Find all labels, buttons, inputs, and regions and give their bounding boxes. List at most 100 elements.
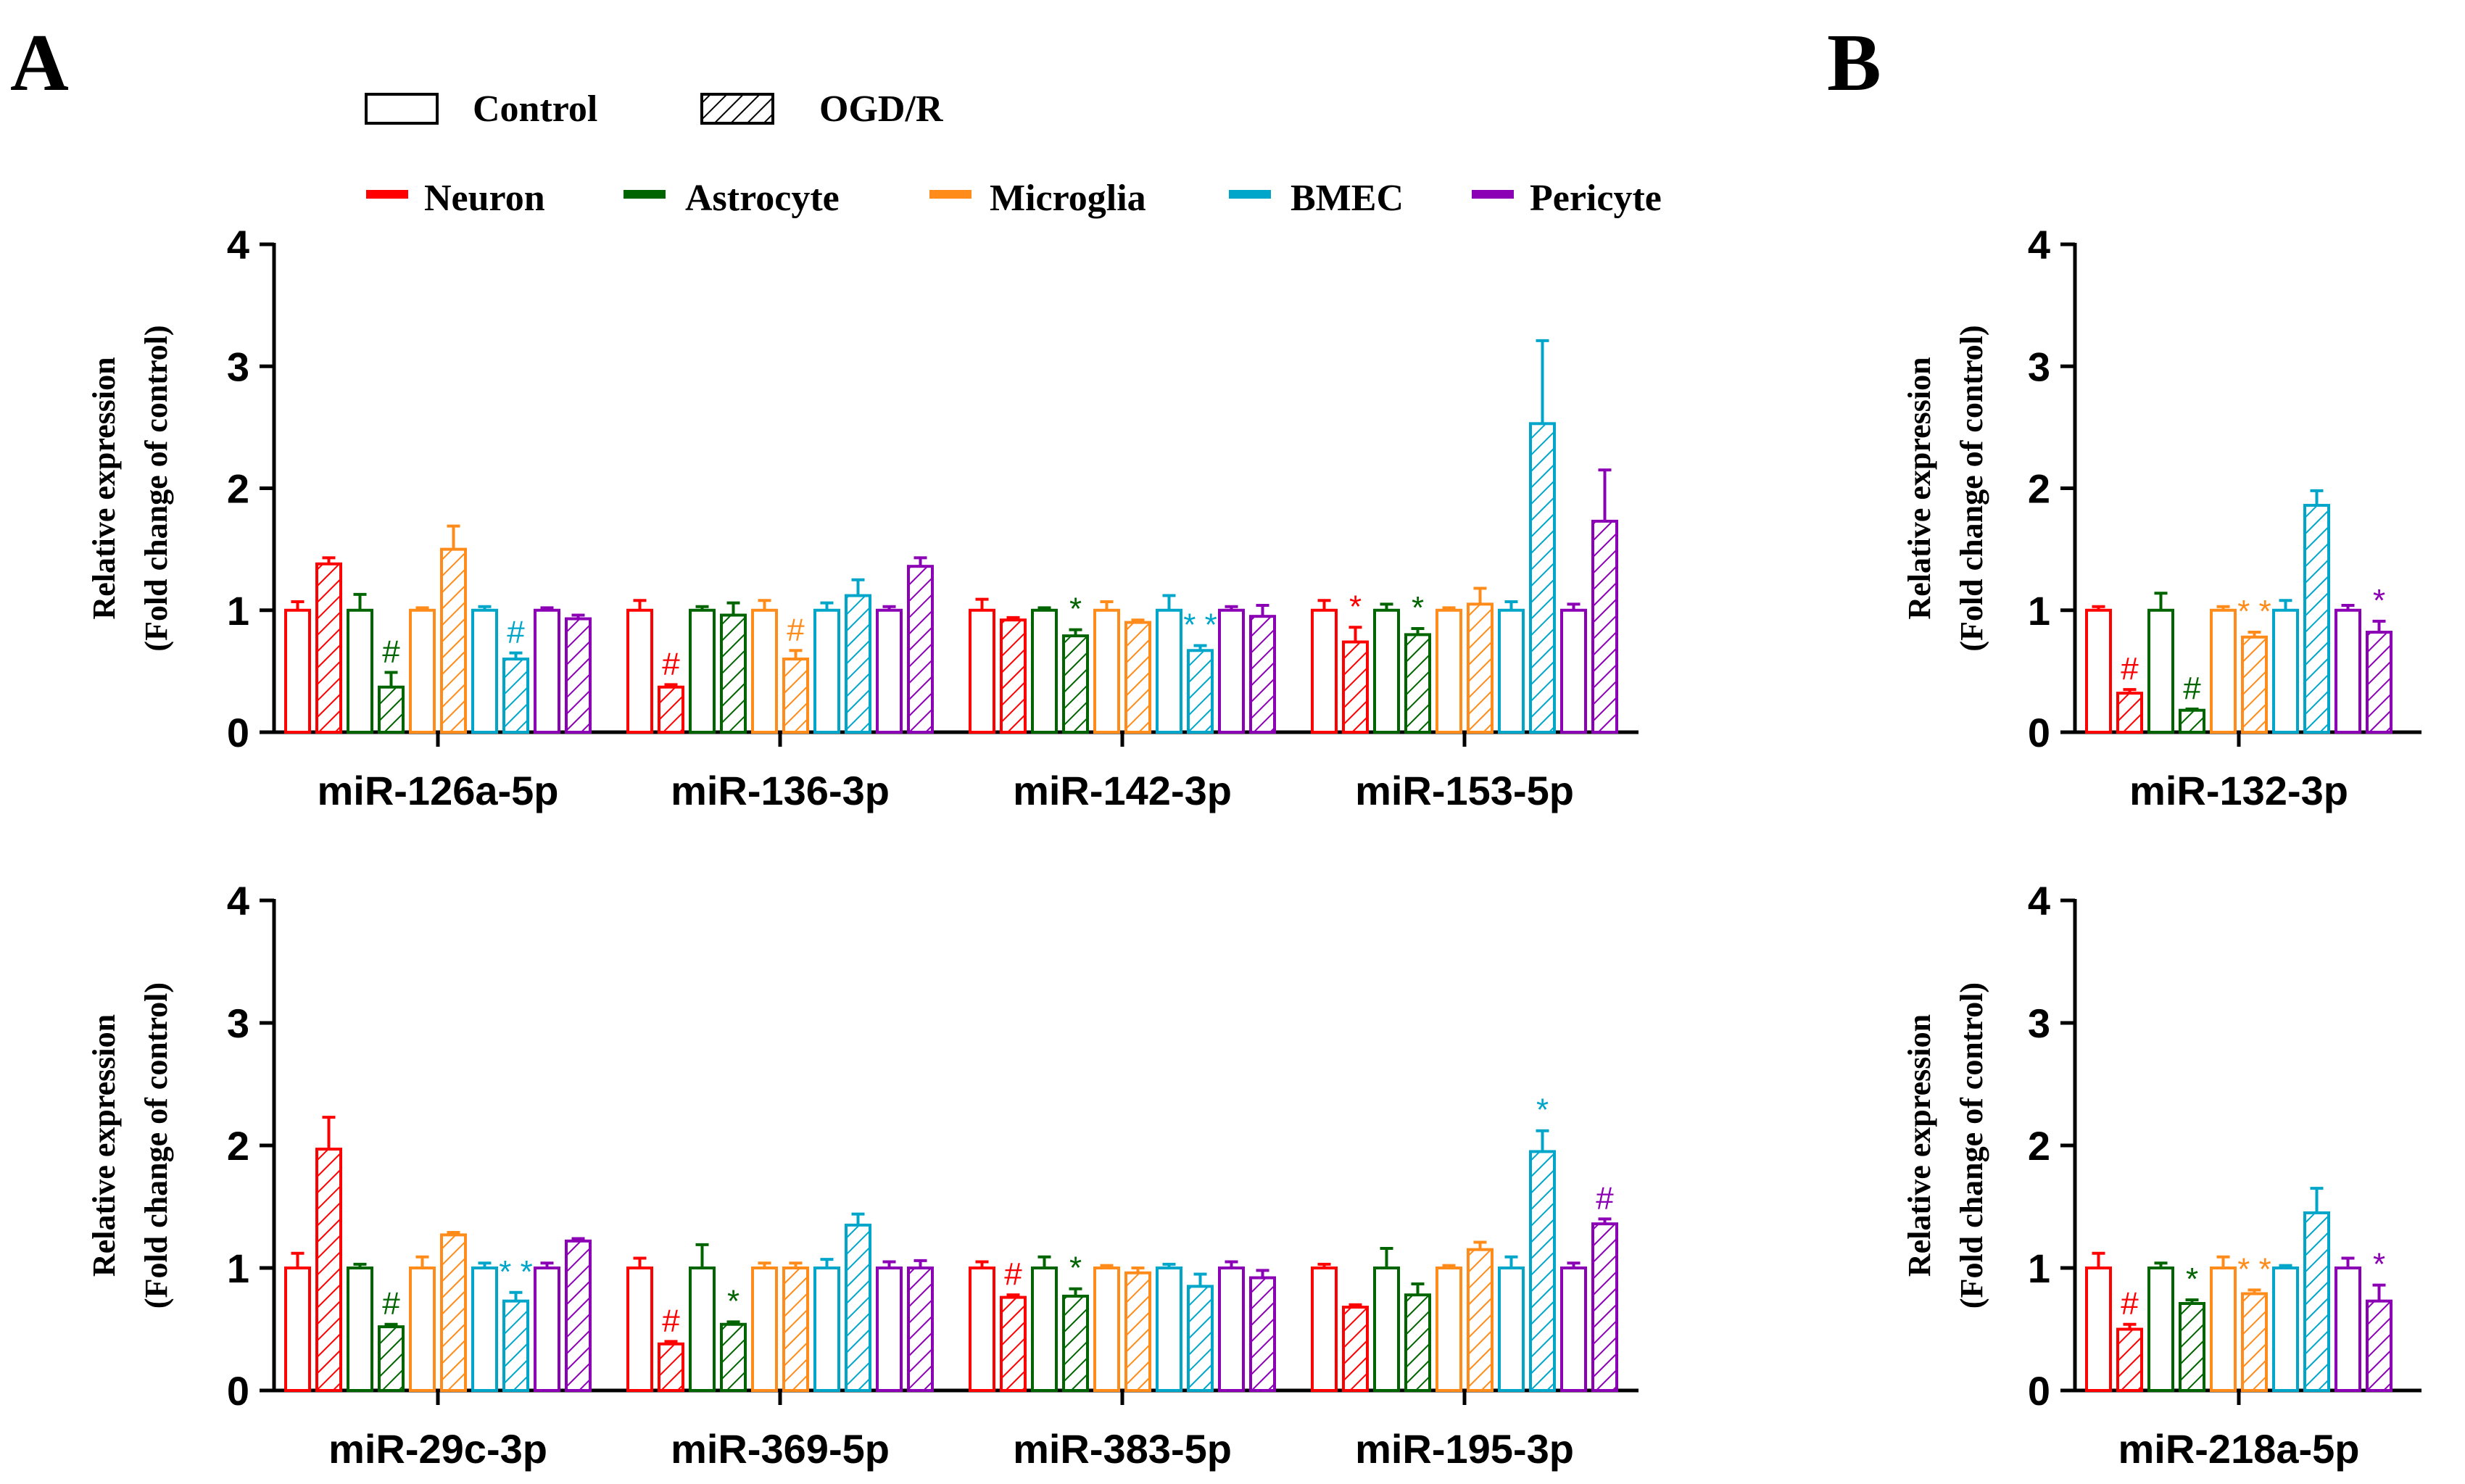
bar-pericyte-ogd-r	[1249, 1276, 1276, 1393]
bar-astrocyte-control	[1031, 1267, 1058, 1392]
bar-neuron-control	[284, 608, 311, 734]
legend-microglia-label: Microglia	[990, 178, 1146, 219]
bar-neuron-ogd-r	[2116, 1327, 2143, 1392]
y-axis-label-line-1: Relative expression	[86, 1014, 122, 1277]
significance-mark-pericyte: *	[2373, 583, 2385, 618]
bar-astrocyte-control	[2147, 608, 2174, 734]
legend-control-swatch	[365, 93, 439, 125]
significance-mark-bmec: * *	[499, 1254, 532, 1290]
bar-bmec-ogd-r	[1529, 1150, 1556, 1392]
category-label: miR-195-3p	[1355, 1426, 1574, 1472]
bar-pericyte-control	[1560, 1267, 1587, 1392]
bar-microglia-ogd-r	[1124, 621, 1151, 734]
bar-astrocyte-control	[347, 608, 373, 734]
legend-neuron-swatch	[366, 190, 408, 199]
bar-microglia-control	[751, 608, 778, 734]
bar-pericyte-control	[1218, 608, 1245, 734]
significance-mark-pericyte: *	[2373, 1247, 2385, 1282]
significance-mark-astrocyte: *	[2186, 1261, 2198, 1297]
significance-mark-bmec: *	[1536, 1093, 1549, 1128]
significance-mark-neuron: #	[662, 646, 680, 681]
significance-mark-astrocyte: #	[382, 634, 400, 670]
category-label: miR-153-5p	[1355, 768, 1574, 813]
bar-bmec-control	[1498, 608, 1525, 734]
group-mir-142-3p: * * * miR-142-3p	[969, 592, 1276, 813]
bar-bmec-ogd-r	[1529, 422, 1556, 734]
bar-bmec-control	[813, 608, 840, 734]
group-mir-126a-5p: # # miR-126a-5p	[284, 524, 592, 813]
chart-b-top: 0 1 2 3 4 Relative expression (Fold change of …	[1902, 222, 2422, 813]
significance-mark-pericyte: #	[1596, 1180, 1614, 1216]
bar-microglia-control	[409, 1267, 436, 1392]
significance-mark-microglia: #	[787, 612, 805, 647]
group-mir-136-3p: # # miR-136-3p	[626, 556, 934, 813]
bar-pericyte-ogd-r	[565, 617, 592, 734]
bar-neuron-control	[284, 1267, 311, 1392]
y-axis-label-line-2: (Fold change of control)	[138, 325, 174, 651]
group-mir-218a-5p: # * * * * miR-218a-5p	[2085, 1187, 2392, 1472]
y-axis-label-line-1: Relative expression	[86, 357, 122, 619]
category-label: miR-383-5p	[1013, 1426, 1232, 1472]
y-tick-label: 3	[227, 1000, 249, 1046]
y-tick-label: 2	[2028, 466, 2050, 512]
legend-ogdr-swatch	[700, 93, 774, 125]
y-tick-label: 0	[227, 710, 249, 755]
bar-pericyte-ogd-r	[1591, 1222, 1618, 1393]
group-mir-29c-3p: # * * miR-29c-3p	[284, 1116, 592, 1472]
bar-astrocyte-ogd-r	[2179, 708, 2205, 734]
bar-pericyte-ogd-r	[1249, 615, 1276, 734]
category-label: miR-142-3p	[1013, 768, 1232, 813]
bar-pericyte-ogd-r	[565, 1239, 592, 1392]
bar-bmec-ogd-r	[845, 594, 871, 734]
category-label: miR-29c-3p	[328, 1426, 547, 1472]
group-mir-369-5p: # * miR-369-5p	[626, 1212, 934, 1472]
bar-microglia-ogd-r	[440, 547, 467, 734]
panel-label-b: B	[1827, 18, 1881, 108]
bar-bmec-control	[1156, 608, 1182, 734]
bar-bmec-control	[471, 608, 498, 734]
bar-pericyte-ogd-r	[2366, 1299, 2392, 1393]
legend-microglia-swatch	[929, 190, 972, 199]
bar-neuron-ogd-r	[2116, 692, 2143, 734]
bar-astrocyte-control	[1373, 1267, 1400, 1392]
bar-neuron-control	[626, 1267, 653, 1392]
bar-microglia-control	[1093, 1267, 1120, 1392]
bar-astrocyte-ogd-r	[720, 613, 747, 734]
bar-microglia-ogd-r	[2241, 635, 2268, 734]
bar-pericyte-control	[1560, 608, 1587, 734]
bar-neuron-ogd-r	[315, 1148, 342, 1392]
significance-mark-neuron: #	[662, 1303, 680, 1338]
significance-mark-astrocyte: *	[1412, 590, 1424, 626]
legend: Control OGD/R Neuron Astrocyte Microglia…	[365, 88, 1662, 219]
bar-bmec-control	[2272, 1267, 2299, 1392]
y-axis-label-line-1: Relative expression	[1902, 1014, 1937, 1277]
bar-bmec-ogd-r	[502, 1299, 529, 1393]
y-axis-label-line-2: (Fold change of control)	[1954, 982, 1989, 1309]
significance-mark-astrocyte: *	[727, 1283, 740, 1319]
bar-microglia-ogd-r	[440, 1233, 467, 1392]
bar-neuron-ogd-r	[1000, 618, 1027, 734]
bar-neuron-ogd-r	[315, 562, 342, 734]
category-label: miR-369-5p	[671, 1426, 890, 1472]
bar-microglia-ogd-r	[782, 658, 809, 734]
significance-mark-neuron: #	[2121, 651, 2139, 687]
bar-microglia-ogd-r	[2241, 1292, 2268, 1392]
bar-microglia-control	[751, 1267, 778, 1392]
y-axis-label-line-1: Relative expression	[1902, 357, 1937, 619]
bar-neuron-ogd-r	[1342, 640, 1369, 734]
bar-microglia-control	[2210, 608, 2237, 734]
bar-neuron-ogd-r	[658, 1342, 684, 1393]
y-tick-label: 1	[227, 588, 249, 634]
bar-astrocyte-control	[347, 1267, 373, 1392]
bar-microglia-ogd-r	[1467, 1248, 1494, 1393]
bar-astrocyte-ogd-r	[2179, 1302, 2205, 1393]
bar-pericyte-ogd-r	[2366, 631, 2392, 734]
bar-pericyte-control	[2334, 1267, 2361, 1392]
bar-neuron-control	[626, 608, 653, 734]
bar-astrocyte-ogd-r	[1404, 1293, 1431, 1393]
bar-astrocyte-ogd-r	[378, 1325, 405, 1392]
category-label: miR-126a-5p	[317, 768, 558, 813]
bar-astrocyte-control	[1031, 608, 1058, 734]
bar-astrocyte-ogd-r	[1062, 634, 1089, 734]
bar-neuron-control	[1311, 1267, 1338, 1392]
